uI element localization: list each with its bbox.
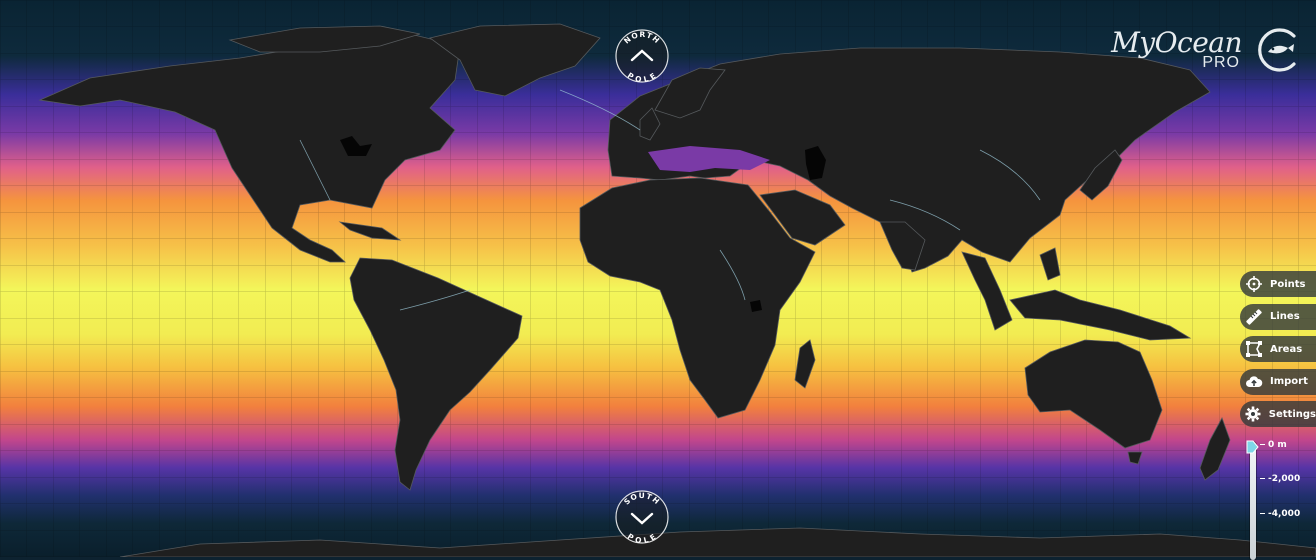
land-uk xyxy=(639,107,661,141)
caspian-sea xyxy=(805,146,826,180)
chevron-up-icon xyxy=(630,49,654,62)
land-cuba-caribbean xyxy=(338,221,402,241)
crosshair-icon xyxy=(1243,273,1265,295)
land-europe-asia xyxy=(607,47,1211,273)
land-philippines xyxy=(1039,247,1061,281)
land-india xyxy=(879,221,926,271)
polygon-area-icon xyxy=(1243,338,1265,360)
logo-tier: PRO xyxy=(1202,54,1240,71)
lines-tool-label: Lines xyxy=(1270,311,1300,322)
import-tool-label: Import xyxy=(1270,376,1308,387)
settings-tool-button[interactable]: Settings xyxy=(1240,401,1316,427)
land-new-zealand xyxy=(1199,417,1231,481)
land-tasmania xyxy=(1127,451,1143,465)
land-arabia xyxy=(759,189,846,246)
depth-tick-4000: -4,000 xyxy=(1260,509,1300,519)
chevron-down-icon xyxy=(630,512,654,525)
depth-slider-track[interactable] xyxy=(1250,442,1256,560)
lake-victoria xyxy=(750,300,762,312)
north-pole-button[interactable]: NORTH POLE xyxy=(615,29,669,83)
mediterranean-sea xyxy=(648,146,770,172)
fish-in-circle-icon xyxy=(1256,26,1304,74)
rivers xyxy=(299,89,1041,311)
landmasses xyxy=(38,23,1316,557)
gear-icon xyxy=(1243,403,1264,425)
ruler-icon xyxy=(1243,306,1265,328)
south-pole-button[interactable]: SOUTH POLE xyxy=(615,490,669,544)
points-tool-button[interactable]: Points xyxy=(1240,271,1316,297)
settings-tool-label: Settings xyxy=(1268,408,1316,420)
cloud-upload-icon xyxy=(1243,371,1265,393)
areas-tool-button[interactable]: Areas xyxy=(1240,336,1316,362)
lines-tool-button[interactable]: Lines xyxy=(1240,303,1316,330)
map-tools-panel: Points Lines Areas Import Settings xyxy=(1240,271,1316,434)
land-japan xyxy=(1079,149,1123,201)
points-tool-label: Points xyxy=(1270,278,1306,290)
land-scandinavia xyxy=(654,67,726,119)
myocean-logo: MyOcean PRO xyxy=(1108,24,1308,76)
depth-slider-handle[interactable] xyxy=(1245,440,1259,454)
import-tool-button[interactable]: Import xyxy=(1240,368,1316,395)
depth-tick-0: 0 m xyxy=(1260,440,1287,450)
land-south-america xyxy=(349,257,523,491)
land-antarctica xyxy=(119,527,1316,557)
lake-great-lakes xyxy=(340,136,372,156)
logo-wordmark: MyOcean xyxy=(1111,26,1242,59)
areas-tool-label: Areas xyxy=(1270,343,1303,355)
depth-tick-2000: -2,000 xyxy=(1260,474,1300,484)
land-madagascar xyxy=(794,339,816,389)
land-arctic-islands xyxy=(228,25,421,53)
depth-slider[interactable]: 0 m -2,000 -4,000 xyxy=(1244,436,1316,560)
land-southeast-asia xyxy=(961,251,1013,331)
land-indonesia xyxy=(1009,289,1192,341)
land-australia xyxy=(1024,339,1163,449)
land-greenland xyxy=(429,23,601,97)
inland-waters xyxy=(340,136,826,312)
land-africa xyxy=(579,177,816,419)
